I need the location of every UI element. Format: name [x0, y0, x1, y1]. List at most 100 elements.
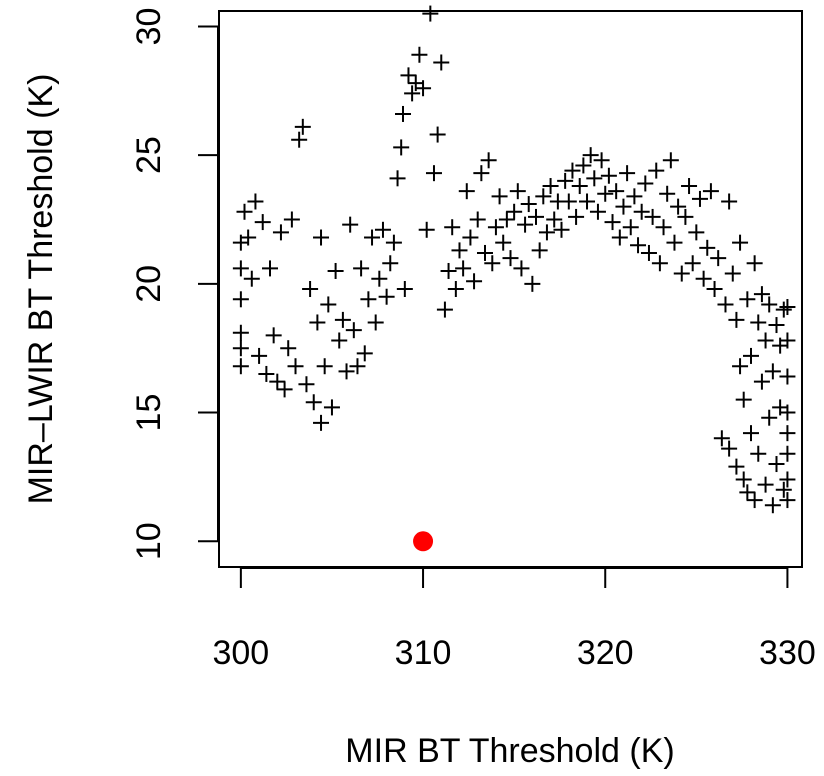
data-point-plus	[309, 314, 326, 331]
x-tick-label: 310	[395, 634, 452, 672]
data-point-plus	[334, 311, 351, 328]
data-point-plus	[291, 131, 308, 148]
data-point-plus	[502, 250, 519, 267]
data-point-plus	[597, 185, 614, 202]
data-point-plus	[298, 376, 315, 393]
y-tick-label: 25	[130, 136, 168, 174]
data-point-plus	[389, 170, 406, 187]
data-point-plus	[619, 165, 636, 182]
data-point-plus	[243, 270, 260, 287]
data-point-plus	[710, 250, 727, 267]
data-point-plus	[677, 208, 694, 225]
data-point-plus	[746, 492, 763, 509]
x-tick-label: 330	[759, 634, 816, 672]
data-point-plus	[750, 445, 767, 462]
y-tick-label: 15	[130, 394, 168, 432]
data-point-plus	[374, 221, 391, 238]
data-point-plus	[735, 391, 752, 408]
data-point-plus	[509, 183, 526, 200]
data-point-plus	[262, 260, 279, 277]
data-point-plus	[313, 414, 330, 431]
data-point-plus	[444, 219, 461, 236]
data-point-plus	[349, 358, 366, 375]
data-point-plus	[484, 255, 501, 272]
data-point-plus	[356, 345, 373, 362]
data-point-plus	[411, 46, 428, 63]
data-point-plus	[768, 456, 785, 473]
data-point-plus	[779, 299, 796, 316]
data-point-plus	[721, 440, 738, 457]
data-point-plus	[232, 324, 249, 341]
data-point-plus	[440, 262, 457, 279]
data-point-plus	[382, 255, 399, 272]
data-point-plus	[553, 221, 570, 238]
data-point-plus	[600, 167, 617, 184]
data-point-plus	[557, 172, 574, 189]
data-point-plus	[728, 311, 745, 328]
data-point-plus	[779, 404, 796, 421]
data-point-plus	[473, 165, 490, 182]
data-point-plus	[528, 208, 545, 225]
y-axis-title: MIR–LWIR BT Threshold (K)	[22, 74, 60, 505]
data-point-plus	[378, 288, 395, 305]
data-point-plus	[648, 162, 665, 179]
data-point-plus	[506, 203, 523, 220]
data-point-plus	[495, 234, 512, 251]
data-point-plus	[247, 193, 264, 210]
data-point-plus	[393, 139, 410, 156]
data-point-plus	[469, 211, 486, 228]
data-point-plus	[739, 291, 756, 308]
data-point-plus	[520, 196, 537, 213]
data-point-plus	[232, 291, 249, 308]
data-point-plus	[305, 394, 322, 411]
data-point-plus	[633, 203, 650, 220]
data-point-plus	[764, 363, 781, 380]
data-point-plus	[753, 286, 770, 303]
data-point-plus	[232, 340, 249, 357]
data-point-plus	[593, 152, 610, 169]
data-point-plus	[400, 67, 417, 84]
data-point-plus	[535, 188, 552, 205]
data-point-plus	[462, 229, 479, 246]
data-point-plus	[721, 193, 738, 210]
data-point-plus	[353, 260, 370, 277]
data-point-plus	[644, 208, 661, 225]
data-point-plus	[436, 301, 453, 318]
data-point-plus	[564, 162, 581, 179]
data-point-plus	[604, 214, 621, 231]
data-point-plus	[630, 237, 647, 254]
data-point-plus	[651, 255, 668, 272]
data-point-plus	[589, 203, 606, 220]
data-point-plus	[542, 178, 559, 195]
data-point-plus	[728, 458, 745, 475]
data-point-plus	[451, 242, 468, 259]
data-point-plus	[735, 471, 752, 488]
data-point-plus	[666, 234, 683, 251]
data-point-plus	[269, 373, 286, 390]
data-point-plus	[568, 208, 585, 225]
data-point-plus	[331, 332, 348, 349]
data-point-plus	[422, 5, 439, 22]
data-point-plus	[265, 327, 282, 344]
data-point-plus	[775, 481, 792, 498]
data-point-plus	[524, 275, 541, 292]
data-point-plus	[761, 296, 778, 313]
data-point-plus	[272, 224, 289, 241]
data-point-plus	[455, 260, 472, 277]
data-point-plus	[476, 244, 493, 261]
data-point-plus	[611, 229, 628, 246]
y-tick-label: 20	[130, 265, 168, 303]
data-point-plus	[283, 211, 300, 228]
data-point-plus	[385, 234, 402, 251]
data-point-plus	[546, 211, 563, 228]
highlight-point	[413, 531, 434, 552]
data-point-plus	[673, 265, 690, 282]
data-point-plus	[739, 484, 756, 501]
data-point-plus	[425, 165, 442, 182]
data-point-plus	[779, 445, 796, 462]
data-point-plus	[280, 340, 297, 357]
data-point-plus	[466, 273, 483, 290]
data-point-plus	[742, 347, 759, 364]
x-axis-title: MIR BT Threshold (K)	[345, 732, 674, 770]
